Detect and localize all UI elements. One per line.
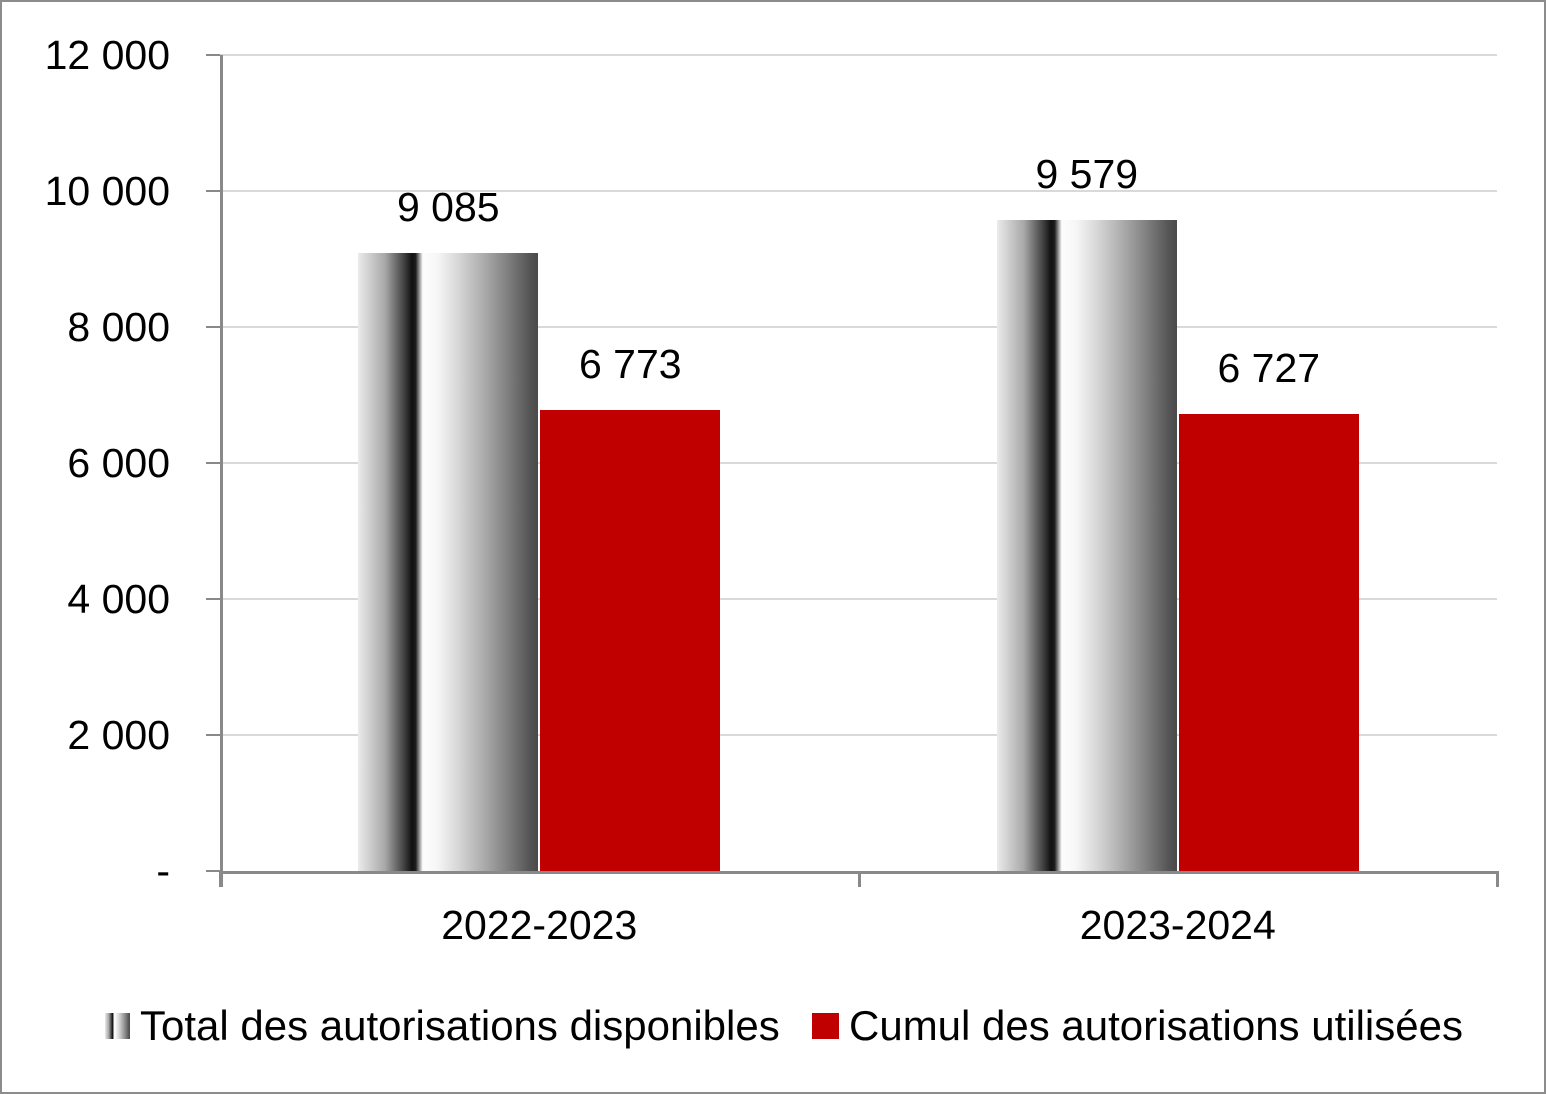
data-label: 9 579 — [1035, 150, 1139, 197]
y-axis-tick-label: 10 000 — [44, 168, 170, 214]
legend-swatch-gradient-gray — [105, 1013, 130, 1039]
y-axis-tick — [206, 326, 220, 328]
bar-total-disponibles — [358, 253, 539, 871]
y-axis-tick — [206, 598, 220, 600]
y-axis-tick — [206, 54, 220, 56]
legend-swatch-red — [812, 1013, 839, 1039]
data-label: 6 727 — [1217, 344, 1321, 391]
legend-label: Cumul des autorisations utilisées — [849, 1002, 1463, 1049]
y-axis-tick-label: 6 000 — [67, 440, 170, 486]
y-axis-line — [220, 55, 223, 887]
category-label: 2023-2024 — [1079, 902, 1276, 948]
y-axis-tick-label: 12 000 — [44, 32, 170, 78]
gridline — [220, 598, 1497, 600]
gridline — [220, 734, 1497, 736]
bar-cumul-utilisees — [1178, 413, 1359, 871]
x-axis-tick — [857, 871, 861, 887]
y-axis-tick — [206, 734, 220, 736]
gridline — [220, 190, 1497, 192]
gridline — [220, 326, 1497, 328]
y-axis-tick — [206, 870, 220, 872]
y-axis-tick-label: - — [156, 848, 170, 894]
y-axis-tick-label: 2 000 — [67, 712, 170, 758]
gridline — [220, 462, 1497, 464]
x-axis-tick — [219, 871, 222, 887]
bar-cumul-utilisees — [540, 410, 721, 871]
x-axis-tick — [1496, 871, 1499, 887]
data-label: 6 773 — [578, 341, 682, 388]
y-axis-tick-label: 8 000 — [67, 304, 170, 350]
legend-label: Total des autorisations disponibles — [140, 1002, 780, 1049]
bar-total-disponibles — [996, 219, 1177, 871]
y-axis-tick — [206, 462, 220, 464]
data-label: 9 085 — [396, 184, 500, 231]
gridline — [220, 54, 1497, 56]
category-label: 2022-2023 — [441, 902, 638, 948]
legend-item: Cumul des autorisations utilisées — [812, 1004, 1463, 1048]
y-axis-tick-label: 4 000 — [67, 576, 170, 622]
legend-item: Total des autorisations disponibles — [105, 1004, 780, 1048]
y-axis-tick — [206, 190, 220, 192]
